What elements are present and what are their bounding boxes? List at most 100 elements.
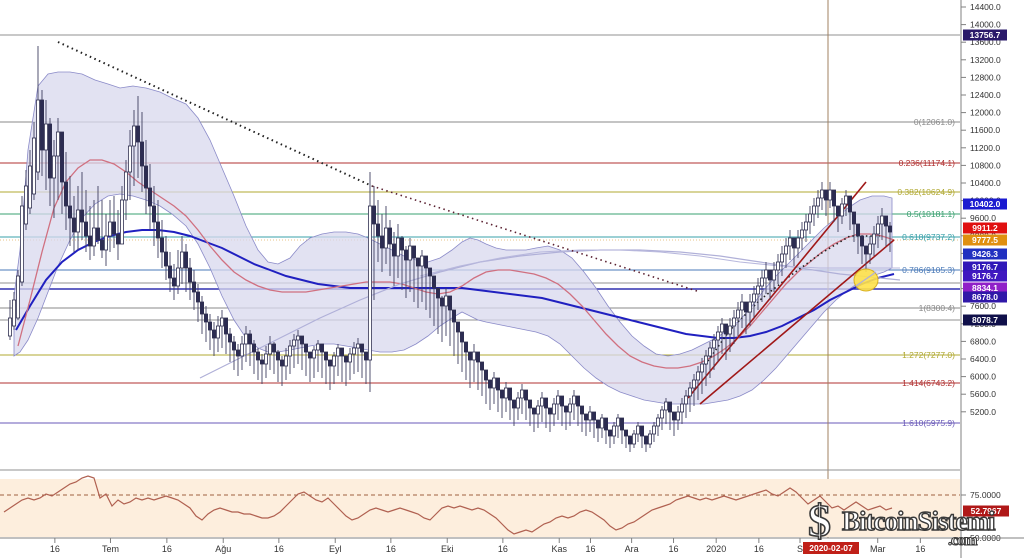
candle-body[interactable] bbox=[283, 355, 288, 367]
candle-body[interactable] bbox=[572, 395, 577, 405]
price-tag-0[interactable] bbox=[963, 29, 1007, 41]
candle-body[interactable] bbox=[700, 363, 705, 373]
candle-body[interactable] bbox=[27, 165, 32, 209]
candle-body[interactable] bbox=[44, 123, 49, 151]
candle-body[interactable] bbox=[363, 351, 368, 361]
candle-body[interactable] bbox=[600, 417, 605, 429]
candle-body[interactable] bbox=[124, 171, 129, 201]
candle-body[interactable] bbox=[315, 343, 320, 351]
candle-body[interactable] bbox=[796, 237, 801, 249]
candle-body[interactable] bbox=[131, 125, 136, 147]
candle-body[interactable] bbox=[812, 205, 817, 215]
price-panel[interactable] bbox=[0, 0, 960, 538]
candle-body[interactable] bbox=[724, 323, 729, 335]
candle-body[interactable] bbox=[171, 277, 176, 287]
candle-body[interactable] bbox=[676, 411, 681, 421]
candle-body[interactable] bbox=[604, 417, 609, 431]
candle-body[interactable] bbox=[108, 221, 113, 237]
candle-body[interactable] bbox=[411, 245, 416, 259]
candle-body[interactable] bbox=[319, 343, 324, 353]
candle-body[interactable] bbox=[552, 403, 557, 415]
candle-body[interactable] bbox=[187, 267, 192, 283]
candle-body[interactable] bbox=[40, 99, 45, 151]
candle-body[interactable] bbox=[219, 317, 224, 327]
candle-body[interactable] bbox=[291, 339, 296, 347]
candle-body[interactable] bbox=[584, 413, 589, 421]
candle-body[interactable] bbox=[612, 425, 617, 437]
candle-body[interactable] bbox=[860, 235, 865, 247]
candle-body[interactable] bbox=[592, 411, 597, 421]
candle-body[interactable] bbox=[780, 253, 785, 263]
candle-body[interactable] bbox=[92, 227, 97, 247]
candle-body[interactable] bbox=[588, 411, 593, 421]
candle-body[interactable] bbox=[96, 227, 101, 241]
candle-body[interactable] bbox=[540, 397, 545, 407]
candle-body[interactable] bbox=[399, 237, 404, 251]
candle-body[interactable] bbox=[427, 267, 432, 277]
candle-body[interactable] bbox=[60, 131, 65, 183]
candle-body[interactable] bbox=[788, 237, 793, 247]
candle-body[interactable] bbox=[415, 257, 420, 267]
candle-body[interactable] bbox=[207, 321, 212, 331]
candle-body[interactable] bbox=[371, 205, 376, 225]
candle-body[interactable] bbox=[616, 417, 621, 427]
candle-body[interactable] bbox=[471, 351, 476, 361]
candle-body[interactable] bbox=[800, 229, 805, 239]
candle-body[interactable] bbox=[720, 323, 725, 333]
candle-body[interactable] bbox=[732, 317, 737, 327]
candle-body[interactable] bbox=[327, 359, 332, 367]
candle-body[interactable] bbox=[556, 395, 561, 405]
candle-body[interactable] bbox=[644, 435, 649, 445]
candle-body[interactable] bbox=[72, 217, 77, 233]
date-axis[interactable]: 16 Tem 16 Ağu 16 Eyl 16 Eki 16 Kas 16 Ara 16 2020 16 S M… bbox=[0, 537, 1024, 554]
candle-body[interactable] bbox=[343, 355, 348, 363]
rsi-panel[interactable] bbox=[0, 469, 960, 539]
candle-body[interactable] bbox=[423, 255, 428, 269]
candle-body[interactable] bbox=[467, 351, 472, 361]
candle-body[interactable] bbox=[279, 359, 284, 367]
candle-body[interactable] bbox=[147, 187, 152, 207]
candle-body[interactable] bbox=[660, 409, 665, 419]
candle-body[interactable] bbox=[696, 371, 701, 381]
candle-body[interactable] bbox=[100, 239, 105, 251]
candle-body[interactable] bbox=[764, 269, 769, 279]
candle-body[interactable] bbox=[680, 403, 685, 413]
candle-body[interactable] bbox=[479, 361, 484, 371]
candle-body[interactable] bbox=[80, 209, 85, 223]
price-tag-4[interactable] bbox=[963, 248, 1007, 260]
candle-body[interactable] bbox=[516, 397, 521, 409]
candle-body[interactable] bbox=[756, 285, 761, 295]
candle-body[interactable] bbox=[203, 313, 208, 323]
candle-body[interactable] bbox=[84, 221, 89, 237]
candle-body[interactable] bbox=[744, 301, 749, 313]
candle-body[interactable] bbox=[692, 379, 697, 389]
candle-body[interactable] bbox=[391, 243, 396, 257]
candle-body[interactable] bbox=[792, 237, 797, 249]
candle-body[interactable] bbox=[459, 331, 464, 343]
candle-body[interactable] bbox=[295, 335, 300, 341]
candle-body[interactable] bbox=[704, 355, 709, 365]
candle-body[interactable] bbox=[740, 301, 745, 311]
candle-body[interactable] bbox=[251, 343, 256, 353]
candle-body[interactable] bbox=[307, 351, 312, 359]
price-tag-3[interactable] bbox=[963, 234, 1007, 246]
candle-body[interactable] bbox=[844, 195, 849, 205]
candle-body[interactable] bbox=[824, 189, 829, 201]
candle-body[interactable] bbox=[664, 401, 669, 411]
candle-body[interactable] bbox=[191, 281, 196, 293]
candle-body[interactable] bbox=[443, 295, 448, 307]
candle-body[interactable] bbox=[451, 309, 456, 323]
candle-body[interactable] bbox=[716, 331, 721, 341]
price-tag-6[interactable] bbox=[963, 270, 1007, 282]
candle-body[interactable] bbox=[275, 351, 280, 361]
candle-body[interactable] bbox=[155, 221, 160, 239]
candle-body[interactable] bbox=[503, 387, 508, 399]
candle-body[interactable] bbox=[167, 265, 172, 279]
candle-body[interactable] bbox=[231, 341, 236, 351]
candle-body[interactable] bbox=[520, 389, 525, 399]
candle-body[interactable] bbox=[748, 301, 753, 313]
candle-body[interactable] bbox=[23, 185, 28, 225]
candle-body[interactable] bbox=[151, 205, 156, 223]
candle-body[interactable] bbox=[684, 395, 689, 405]
